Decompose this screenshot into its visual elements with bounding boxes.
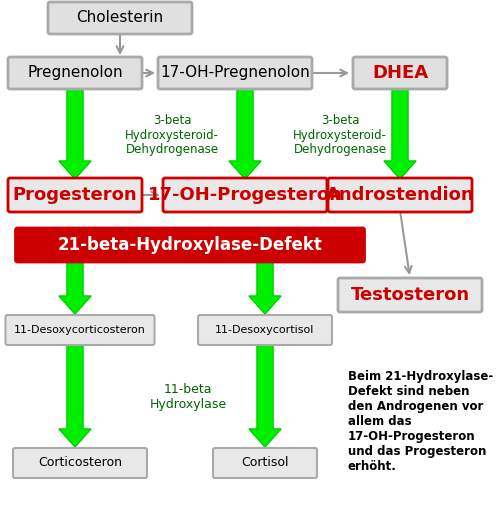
- Text: Androstendion: Androstendion: [326, 186, 474, 204]
- FancyBboxPatch shape: [213, 448, 317, 478]
- Text: 21-beta-Hydroxylase-Defekt: 21-beta-Hydroxylase-Defekt: [58, 236, 322, 254]
- FancyBboxPatch shape: [158, 57, 312, 89]
- FancyBboxPatch shape: [198, 315, 332, 345]
- Text: Cortisol: Cortisol: [241, 457, 289, 469]
- FancyBboxPatch shape: [48, 2, 192, 34]
- Text: 11-beta
Hydroxylase: 11-beta Hydroxylase: [150, 383, 226, 411]
- Polygon shape: [59, 343, 91, 447]
- Text: DHEA: DHEA: [372, 64, 428, 82]
- Polygon shape: [59, 87, 91, 179]
- Polygon shape: [249, 343, 281, 447]
- Text: 11-Desoxycortisol: 11-Desoxycortisol: [216, 325, 314, 335]
- Text: 17-OH-Pregnenolon: 17-OH-Pregnenolon: [160, 66, 310, 81]
- FancyBboxPatch shape: [338, 278, 482, 312]
- Text: Beim 21-Hydroxylase-
Defekt sind neben
den Androgenen vor
allem das
17-OH-Proges: Beim 21-Hydroxylase- Defekt sind neben d…: [348, 370, 493, 473]
- Polygon shape: [59, 260, 91, 314]
- FancyBboxPatch shape: [6, 315, 154, 345]
- FancyBboxPatch shape: [8, 178, 142, 212]
- Text: 17-OH-Progesteron: 17-OH-Progesteron: [148, 186, 342, 204]
- Text: 3-beta
Hydroxysteroid-
Dehydrogenase: 3-beta Hydroxysteroid- Dehydrogenase: [293, 113, 387, 156]
- Text: Pregnenolon: Pregnenolon: [27, 66, 123, 81]
- Polygon shape: [249, 260, 281, 314]
- Text: 3-beta
Hydroxysteroid-
Dehydrogenase: 3-beta Hydroxysteroid- Dehydrogenase: [125, 113, 219, 156]
- FancyBboxPatch shape: [328, 178, 472, 212]
- Text: Progesteron: Progesteron: [12, 186, 138, 204]
- Text: 11-Desoxycorticosteron: 11-Desoxycorticosteron: [14, 325, 146, 335]
- FancyBboxPatch shape: [8, 57, 142, 89]
- Polygon shape: [384, 87, 416, 179]
- FancyBboxPatch shape: [163, 178, 327, 212]
- Polygon shape: [229, 87, 261, 179]
- Text: Cholesterin: Cholesterin: [76, 10, 164, 26]
- FancyBboxPatch shape: [353, 57, 447, 89]
- Text: Testosteron: Testosteron: [350, 286, 470, 304]
- FancyBboxPatch shape: [16, 228, 364, 262]
- FancyBboxPatch shape: [13, 448, 147, 478]
- Text: Corticosteron: Corticosteron: [38, 457, 122, 469]
